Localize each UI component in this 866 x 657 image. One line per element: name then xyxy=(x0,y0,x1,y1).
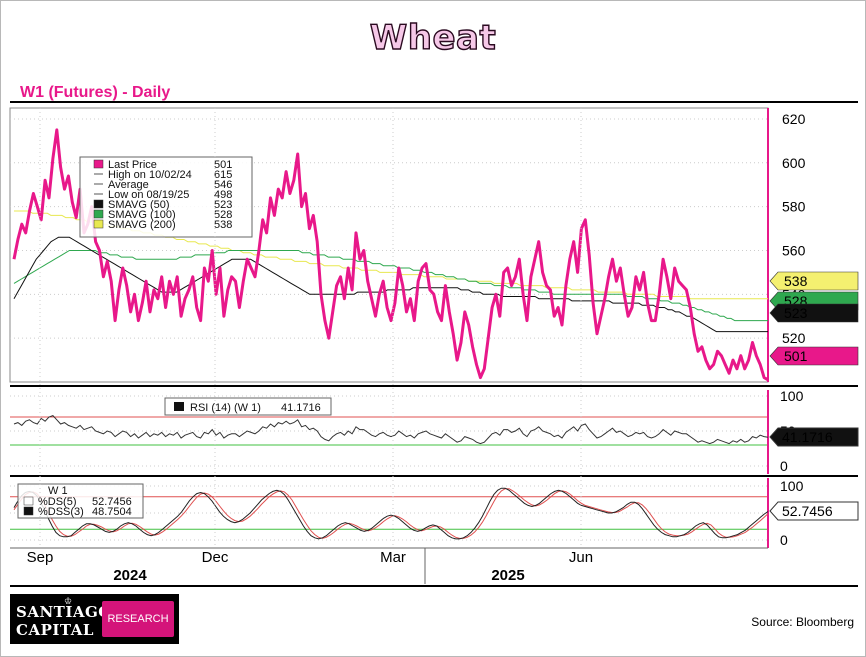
price-tick-label: 520 xyxy=(782,330,806,346)
legend-label: Average xyxy=(108,179,149,191)
logo-name-line2: CAPITAL xyxy=(16,621,94,639)
stoch-value-tag-label: 52.7456 xyxy=(782,503,833,519)
legend-swatch xyxy=(93,219,104,229)
price-tick-label: 560 xyxy=(782,242,806,258)
month-label: Jun xyxy=(569,549,593,566)
month-label: Sep xyxy=(27,549,54,566)
stoch-tick-label: 0 xyxy=(780,532,788,548)
legend-label: High on 10/02/24 xyxy=(108,169,192,181)
legend-value: 498 xyxy=(214,189,232,201)
rsi-tick-label: 100 xyxy=(780,388,804,404)
legend-value: 615 xyxy=(214,169,232,181)
legend-label: SMAVG (100) xyxy=(108,209,176,221)
legend-value: 501 xyxy=(214,159,232,171)
stoch-value-tag xyxy=(769,501,859,521)
series-smavg-50 xyxy=(13,236,768,333)
value-tag-label: 501 xyxy=(784,348,808,364)
value-tag xyxy=(769,346,859,366)
stoch-legend-box xyxy=(17,483,144,519)
page-title: Wheat xyxy=(369,17,497,58)
santiago-capital-logo: ♔ SANTIAGO CAPITAL RESEARCH xyxy=(10,594,179,644)
series-ds xyxy=(13,487,769,540)
stoch-legend-title: W 1 xyxy=(48,485,68,497)
price-tick-label: 600 xyxy=(782,155,806,171)
month-label: Mar xyxy=(380,549,406,566)
logo-name-line1: SANTIAGO xyxy=(16,603,112,621)
price-tick-label: 580 xyxy=(782,199,806,215)
rsi-legend-value: 41.1716 xyxy=(281,402,321,414)
rsi-value-tag-label: 41.1716 xyxy=(782,429,833,445)
price-legend-box xyxy=(79,156,253,238)
year-label: 2024 xyxy=(113,567,147,584)
legend-swatch xyxy=(93,209,104,219)
crown-icon: ♔ xyxy=(64,596,73,606)
value-tag xyxy=(769,271,859,291)
stoch-legend-swatch xyxy=(23,506,34,516)
rsi-value-tag xyxy=(769,427,859,447)
year-label: 2025 xyxy=(491,567,524,584)
x-axis: Sep Dec Mar Jun 2024 2025 xyxy=(10,108,768,584)
stoch-tick-label: 100 xyxy=(780,478,804,494)
series-last-price xyxy=(12,128,769,382)
month-label: Dec xyxy=(202,549,229,566)
chart-subtitle: W1 (Futures) - Daily xyxy=(20,84,170,101)
legend-label: SMAVG (50) xyxy=(108,199,170,211)
stoch-legend-label: %DSS(3) xyxy=(38,506,84,518)
source-note: Source: Bloomberg xyxy=(751,615,854,629)
series-dss xyxy=(13,488,769,539)
value-tag xyxy=(769,303,859,323)
rsi-legend-label: RSI (14) (W 1) xyxy=(190,402,261,414)
series-smavg-100 xyxy=(13,250,768,322)
series-rsi xyxy=(13,415,769,445)
rsi-tick-label: 0 xyxy=(780,458,788,474)
legend-value: 538 xyxy=(214,219,232,231)
legend-value: 546 xyxy=(214,179,232,191)
logo-research-badge: RESEARCH xyxy=(102,601,174,637)
price-tick-label: 620 xyxy=(782,111,806,127)
stoch-legend-value: 52.7456 xyxy=(92,496,132,508)
legend-value: 528 xyxy=(214,209,232,221)
legend-swatch xyxy=(93,159,104,169)
rsi-legend-box xyxy=(164,397,332,416)
value-tag-label: 523 xyxy=(784,305,808,321)
legend-value: 523 xyxy=(214,199,232,211)
legend-swatch xyxy=(93,199,104,209)
stoch-legend-value: 48.7504 xyxy=(92,506,132,518)
legend-label: Low on 08/19/25 xyxy=(108,189,189,201)
stoch-legend-label: %DS(5) xyxy=(38,496,77,508)
rsi-legend-swatch xyxy=(174,402,184,411)
value-tag-label: 538 xyxy=(784,273,808,289)
price-panel-frame xyxy=(9,107,769,383)
legend-label: SMAVG (200) xyxy=(108,219,176,231)
stochastic-panel: 050100W 1%DS(5)52.7456%DSS(3)48.750452.7… xyxy=(10,475,859,548)
stoch-legend-swatch xyxy=(23,496,34,506)
legend-label: Last Price xyxy=(108,159,157,171)
